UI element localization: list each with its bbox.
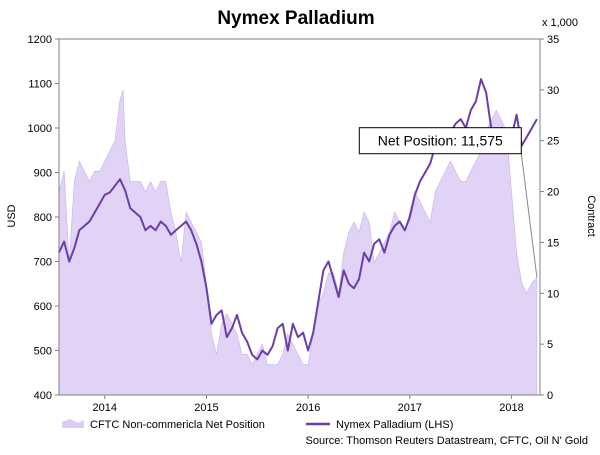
series-palladium-line [58,78,538,361]
x-axis: 2014 2015 2016 2017 2018 [93,395,524,414]
net-position-annotation: Net Position: 11,575 [358,127,538,278]
x-tick-label: 2015 [194,402,218,414]
left-tick-label: 700 [34,257,52,269]
x-tick-label: 2018 [499,402,523,414]
right-tick-label: 30 [547,85,559,97]
x-tick-label: 2014 [93,402,117,414]
area-layer [58,89,538,396]
right-axis-unit: x 1,000 [542,17,578,29]
left-tick-label: 600 [34,301,52,313]
left-tick-label: 1100 [28,79,52,91]
right-axis: 0 5 10 15 20 25 30 35 [540,34,559,402]
right-tick-label: 35 [547,34,559,46]
right-tick-label: 15 [547,237,559,249]
legend-area-swatch [62,419,84,428]
right-tick-label: 20 [547,187,559,199]
legend-item-palladium: Nymex Palladium (LHS) [306,419,453,431]
annotation-box [358,127,522,155]
series-net-position-area [58,89,538,396]
legend-label-palladium: Nymex Palladium (LHS) [336,419,453,431]
right-tick-label: 25 [547,136,559,148]
left-axis-label: USD [6,204,18,227]
left-tick-label: 900 [34,168,52,180]
annotation-text: Net Position: 11,575 [378,133,503,149]
annotation-leader-line [520,153,538,278]
legend-item-net-position: CFTC Non-commericla Net Position [62,419,265,431]
right-axis-label: Contract [585,195,597,237]
left-tick-label: 1200 [28,34,52,46]
x-tick-label: 2016 [296,402,320,414]
right-tick-label: 0 [547,390,553,402]
right-tick-label: 5 [547,339,553,351]
source-note: Source: Thomson Reuters Datastream, CFTC… [306,435,589,447]
right-tick-label: 10 [547,288,559,300]
left-tick-label: 800 [34,212,52,224]
line-layer [58,78,538,361]
chart-title: Nymex Palladium [217,8,374,29]
x-tick-label: 2017 [398,402,422,414]
left-tick-label: 1000 [28,123,52,135]
left-tick-label: 400 [34,390,52,402]
left-tick-label: 500 [34,346,52,358]
legend: CFTC Non-commericla Net Position Nymex P… [62,419,453,431]
legend-label-net-position: CFTC Non-commericla Net Position [90,419,265,431]
left-axis: 400 500 600 700 800 900 1000 1100 1200 [28,34,59,402]
